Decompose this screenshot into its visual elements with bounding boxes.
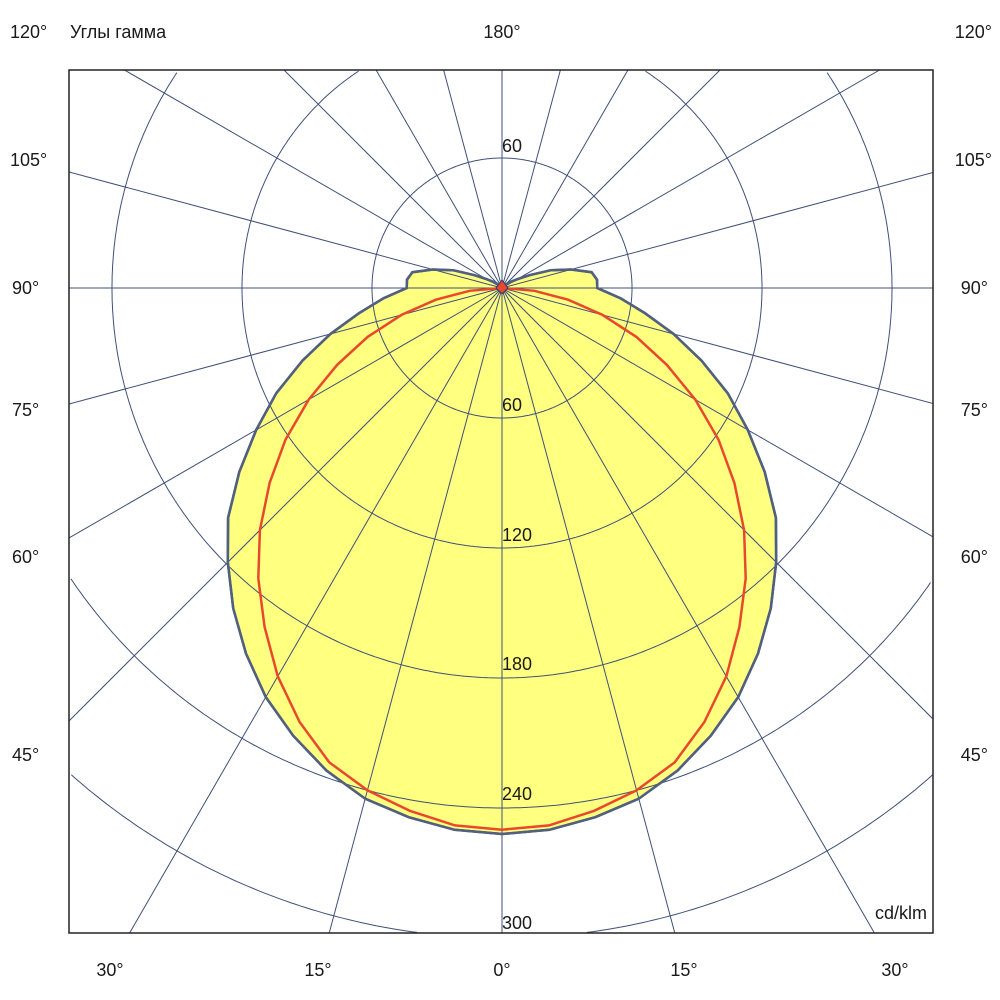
grid-radial-line — [69, 287, 503, 539]
angle-label-right: 45° — [961, 745, 988, 765]
angle-label-bottom: 30° — [96, 960, 123, 980]
radial-tick-label: 300 — [502, 913, 532, 933]
grid-radial-line — [124, 70, 503, 289]
grid-circle — [241, 70, 763, 549]
grid-radial-line — [501, 287, 933, 404]
angle-label-bottom: 15° — [670, 960, 697, 980]
angle-label-right: 105° — [955, 150, 992, 170]
chart-title: Углы гамма — [70, 22, 167, 42]
grid-circle — [111, 72, 893, 679]
origin-marker-icon — [495, 279, 509, 295]
angle-label-right: 90° — [961, 278, 988, 298]
angle-label-bottom: 0° — [493, 960, 510, 980]
radial-tick-label: 60 — [502, 136, 522, 156]
angle-label-top-right: 120° — [955, 22, 992, 42]
grid-circle — [70, 578, 931, 809]
grid-radial-line — [501, 70, 629, 289]
grid-radial-line — [375, 70, 503, 289]
grid-radial-line — [501, 287, 933, 538]
grid-radial-line — [129, 287, 503, 933]
angle-label-bottom: 30° — [881, 960, 908, 980]
grid-radial-line — [69, 287, 503, 405]
grid-radial-line — [501, 70, 561, 289]
angle-label-left: 45° — [12, 745, 39, 765]
angle-label-top-center: 180° — [483, 22, 520, 42]
grid-radial-line — [501, 70, 880, 289]
angle-label-bottom: 15° — [304, 960, 331, 980]
grid-circle — [70, 774, 933, 933]
plot-frame — [68, 69, 934, 934]
angle-label-left: 60° — [12, 547, 39, 567]
grid-radial-line — [501, 287, 676, 933]
angle-label-right: 60° — [961, 547, 988, 567]
grid-radial-line — [443, 70, 503, 289]
grid-radial-line — [501, 287, 933, 720]
radial-tick-label: 180 — [502, 654, 532, 674]
grid-radial-line — [501, 287, 875, 933]
radial-tick-label: 240 — [502, 784, 532, 804]
grid-radial-line — [328, 287, 503, 933]
grid-radial-line — [283, 70, 503, 289]
radial-tick-label: 60 — [502, 395, 522, 415]
angle-label-left: 75° — [12, 400, 39, 420]
angle-label-left: 105° — [10, 150, 47, 170]
radial-tick-label: 120 — [502, 525, 532, 545]
grid-radial-line — [69, 287, 503, 722]
angle-label-top-left: 120° — [10, 22, 47, 42]
grid-radial-line — [501, 70, 721, 289]
angle-label-right: 75° — [961, 400, 988, 420]
unit-label: cd/klm — [875, 903, 927, 923]
angle-label-left: 90° — [12, 278, 39, 298]
